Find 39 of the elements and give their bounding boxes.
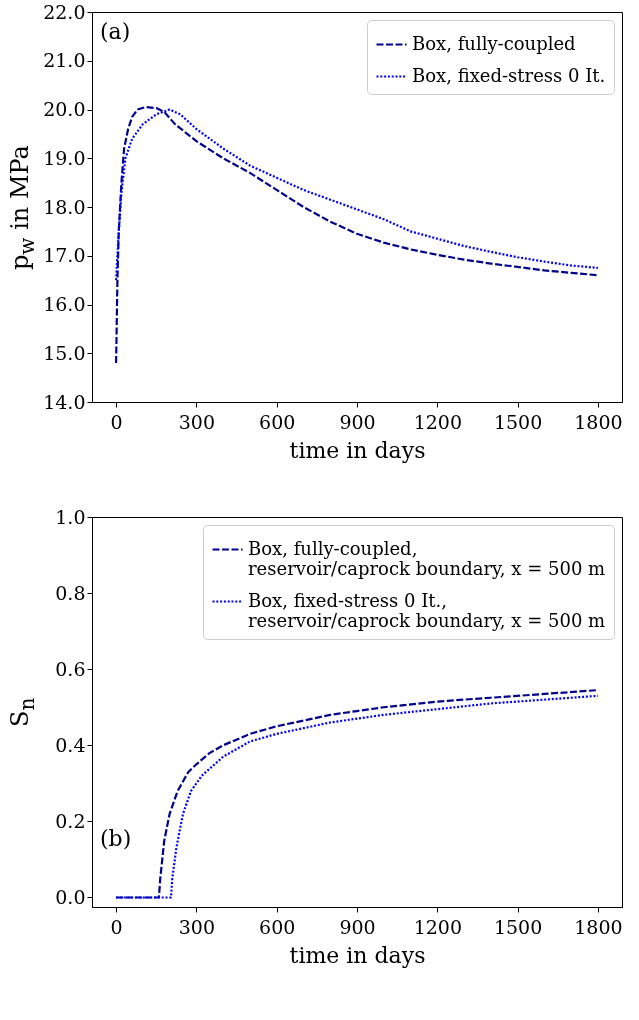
y-tick-label: 15.0 — [43, 341, 86, 364]
y-tick-label: 0.8 — [55, 581, 86, 604]
y-tick-label: 0.0 — [55, 885, 86, 908]
x-tick-label: 600 — [259, 915, 296, 938]
x-tick-label: 0 — [110, 410, 123, 433]
x-tick-label: 1800 — [574, 915, 623, 938]
y-tick-label: 20.0 — [43, 98, 86, 120]
y-tick-label: 1.0 — [55, 505, 86, 528]
legend-label: Box, fixed-stress 0 It., reservoir/caprock boundary, x = 500 m — [248, 589, 606, 631]
x-tick-label: 0 — [110, 915, 123, 938]
legend-label: Box, fixed-stress 0 It. — [412, 64, 606, 86]
y-tick-label: 14.0 — [43, 390, 86, 413]
legend-label: Box, fully-coupled — [412, 32, 576, 54]
annotation: (b) — [100, 826, 132, 851]
y-tick-label: 0.2 — [55, 809, 86, 832]
y-tick-label: 18.0 — [43, 195, 86, 218]
y-tick-label: 21.0 — [43, 49, 86, 72]
y-tick-label: 17.0 — [43, 244, 86, 267]
y-tick-label: 0.4 — [55, 733, 86, 756]
line-series — [114, 108, 600, 282]
y-tick-label: 19.0 — [43, 146, 86, 169]
y-tick-label: 0.6 — [55, 657, 86, 680]
x-tick-label: 1200 — [413, 410, 462, 433]
x-tick-label: 300 — [178, 915, 216, 938]
x-tick-label: 900 — [339, 915, 376, 938]
x-tick-label: 1500 — [493, 915, 543, 938]
x-tick-label: 1500 — [493, 410, 543, 433]
x-axis-title: time in days — [289, 942, 426, 968]
y-tick-label: 16.0 — [43, 293, 86, 315]
x-tick-label: 300 — [178, 410, 216, 433]
y-tick-label: 22.0 — [43, 0, 86, 23]
annotation: (a) — [100, 19, 131, 44]
x-tick-label: 600 — [259, 410, 296, 433]
x-tick-label: 900 — [339, 410, 376, 433]
x-axis-title: time in days — [289, 437, 426, 463]
legend-label: Box, fully-coupled, reservoir/caprock boundary, x = 500 m — [248, 537, 606, 579]
x-tick-label: 1800 — [574, 410, 623, 433]
x-tick-label: 1200 — [413, 915, 462, 938]
line-series — [114, 105, 600, 365]
